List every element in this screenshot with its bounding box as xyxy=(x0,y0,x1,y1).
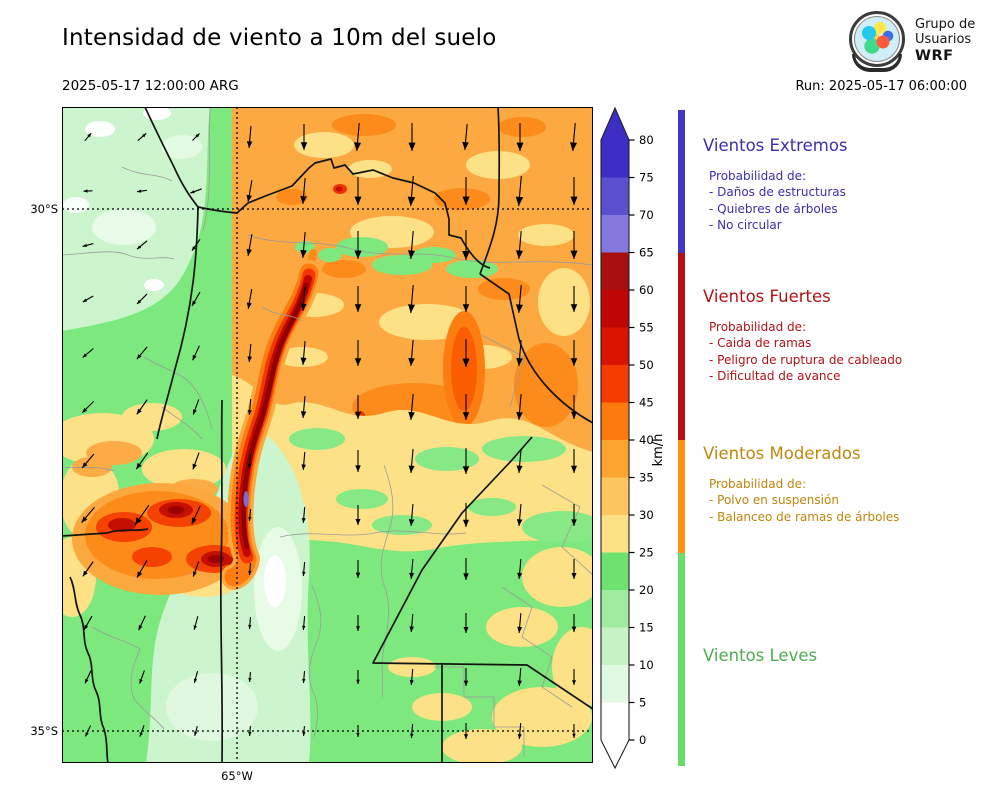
legend-vientos-fuertes: Vientos Fuertes Probabilidad de: - Caida… xyxy=(703,287,995,384)
colorbar-level xyxy=(601,327,629,365)
colorbar-level xyxy=(601,515,629,553)
colorbar-tick-label: 15 xyxy=(639,621,654,635)
colorbar-level xyxy=(601,365,629,403)
colorbar-unit-label: km/h xyxy=(651,434,666,467)
colorbar-tick-label: 5 xyxy=(639,696,646,710)
category-strip-segment xyxy=(678,252,685,440)
colorbar-level xyxy=(601,252,629,290)
legend-item: - No circular xyxy=(709,217,782,232)
map-frame xyxy=(62,107,593,763)
colorbar-level xyxy=(601,177,629,215)
colorbar-tick-label: 10 xyxy=(639,658,654,672)
colorbar-tick-label: 60 xyxy=(639,283,654,297)
department-borders xyxy=(62,107,593,757)
valid-time-label: 2025-05-17 12:00:00 ARG xyxy=(62,78,239,94)
ytick-35s: 35°S xyxy=(30,724,58,738)
wind-speed-map xyxy=(62,107,593,763)
colorbar-tick-label: 65 xyxy=(639,246,654,260)
colorbar-tick-label: 25 xyxy=(639,546,654,560)
ytick-30s: 30°S xyxy=(30,202,58,216)
prob-label: Probabilidad de: xyxy=(709,169,807,183)
xtick-65w: 65°W xyxy=(221,769,253,783)
legend-vientos-leves: Vientos Leves xyxy=(703,646,818,665)
colorbar-level xyxy=(601,702,629,740)
colorbar-level xyxy=(601,590,629,628)
category-strip-segment xyxy=(678,110,685,253)
colorbar-tick-label: 0 xyxy=(639,733,646,747)
wind-field-contours xyxy=(62,107,593,763)
graticule xyxy=(62,107,593,763)
legend-item: - Balanceo de ramas de árboles xyxy=(709,509,900,524)
category-strip-segment xyxy=(678,552,685,766)
colorbar-tick-label: 70 xyxy=(639,208,654,222)
colorbar-level xyxy=(601,290,629,328)
colorbar-over-arrow xyxy=(601,108,629,140)
colorbar-level xyxy=(601,440,629,478)
province-borders xyxy=(62,107,593,763)
colorbar-tick-label: 30 xyxy=(639,508,654,522)
wrf-logo: Grupo de Usuarios WRF xyxy=(848,8,975,74)
colorbar-tick-label: 55 xyxy=(639,321,654,335)
colorbar-tick-label: 20 xyxy=(639,583,654,597)
wrf-logo-text: Grupo de Usuarios WRF xyxy=(915,16,976,64)
legend-vientos-moderados: Vientos Moderados Probabilidad de: - Pol… xyxy=(703,444,995,525)
legend-item: - Caida de ramas xyxy=(709,336,812,351)
colorbar: 0 5 10 15 20 25 30 35 40 45 50 55 60 65 70 75 80 km/h xyxy=(600,106,666,770)
wrf-logo-wreath-icon xyxy=(852,54,902,72)
prob-label: Probabilidad de: xyxy=(709,320,807,334)
colorbar-tick-label: 75 xyxy=(639,171,654,185)
colorbar-tick-label: 50 xyxy=(639,358,654,372)
colorbar-tick-label: 45 xyxy=(639,396,654,410)
colorbar-tick-label: 35 xyxy=(639,471,654,485)
legend-item: - Peligro de ruptura de cableado xyxy=(709,352,903,367)
legend-item: - Dificultad de avance xyxy=(709,368,841,383)
legend-vientos-extremos: Vientos Extremos Probabilidad de: - Daño… xyxy=(703,136,995,233)
prob-label: Probabilidad de: xyxy=(709,477,807,491)
colorbar-level xyxy=(601,627,629,665)
extreme-wind-spot xyxy=(243,491,249,507)
legend-item: - Daños de estructuras xyxy=(709,185,846,200)
page-title: Intensidad de viento a 10m del suelo xyxy=(62,25,497,51)
colorbar-level xyxy=(601,402,629,440)
wrf-logo-seal xyxy=(848,8,906,74)
legend-item: - Polvo en suspensión xyxy=(709,493,839,508)
colorbar-under-arrow xyxy=(601,740,629,768)
legend-item: - Quiebres de árboles xyxy=(709,201,838,216)
colorbar-level xyxy=(601,140,629,178)
category-strip-segment xyxy=(678,440,685,553)
colorbar-level xyxy=(601,665,629,703)
category-strip xyxy=(678,0,685,800)
colorbar-level xyxy=(601,477,629,515)
colorbar-level xyxy=(601,215,629,253)
colorbar-tick-label: 80 xyxy=(639,133,654,147)
colorbar-level xyxy=(601,552,629,590)
wind-arrows-layer xyxy=(81,123,578,740)
colorbar-tick-label: 40 xyxy=(639,433,654,447)
ridge-wind-band xyxy=(221,249,322,590)
run-time-label: Run: 2025-05-17 06:00:00 xyxy=(795,79,967,94)
